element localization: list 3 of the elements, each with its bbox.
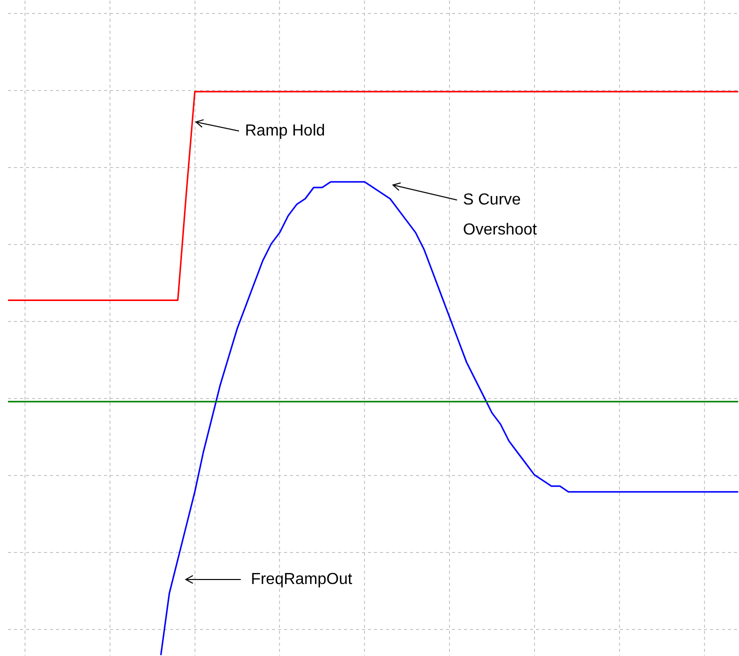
- annotation: S Curve Overshoot: [463, 191, 538, 238]
- annotation: Ramp Hold: [245, 122, 326, 140]
- text: FreqRampOut: [250, 570, 353, 588]
